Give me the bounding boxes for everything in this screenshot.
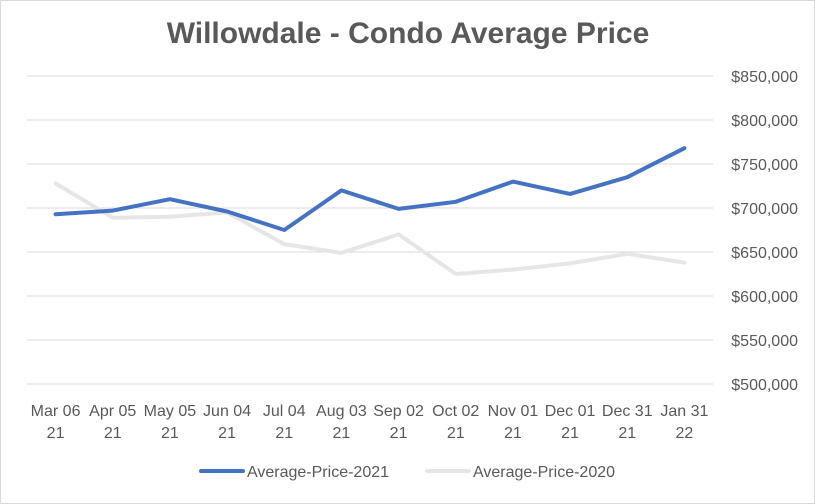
x-tick-label: Mar 06 21 [31, 403, 81, 442]
x-tick-label-line1: Jun 04 [203, 403, 251, 420]
x-tick-label-line2: 21 [333, 425, 351, 442]
x-tick-label-line1: Aug 03 [316, 403, 367, 420]
legend-label: Average-Price-2020 [473, 464, 615, 481]
x-tick-label-line1: Jul 04 [263, 403, 306, 420]
x-tick-label-line2: 21 [504, 425, 522, 442]
legend-label: Average-Price-2021 [247, 464, 389, 481]
x-tick-label-line2: 21 [218, 425, 236, 442]
x-tick-label-line1: May 05 [144, 403, 197, 420]
gridlines [27, 75, 713, 385]
y-tick-label: $500,000 [731, 377, 798, 394]
x-tick-label: Jul 04 21 [263, 403, 306, 442]
x-tick-label: May 05 21 [144, 403, 197, 442]
x-tick-label-line1: Jan 31 [660, 403, 708, 420]
x-tick-label: Jan 31 22 [660, 403, 708, 442]
y-tick-label: $650,000 [731, 245, 798, 262]
y-tick-label: $850,000 [731, 69, 798, 86]
x-tick-label: Nov 01 21 [488, 403, 539, 442]
y-tick-label: $700,000 [731, 201, 798, 218]
x-tick-label-line1: Oct 02 [432, 403, 479, 420]
x-axis-tick-labels: Mar 06 21 Apr 05 21 May 05 21 Jun 04 21 Jul 04 21… [31, 403, 709, 442]
x-tick-label-line2: 21 [561, 425, 579, 442]
x-tick-label: Jun 04 21 [203, 403, 251, 442]
x-tick-label: Apr 05 21 [89, 403, 136, 442]
x-tick-label-line2: 21 [47, 425, 65, 442]
chart-title: Willowdale - Condo Average Price [167, 17, 650, 50]
x-tick-label-line1: Apr 05 [89, 403, 136, 420]
x-tick-label-line1: Sep 02 [373, 403, 424, 420]
x-tick-label: Sep 02 21 [373, 403, 424, 442]
series-line-average-price-2020 [53, 181, 687, 276]
series-lines [53, 146, 687, 276]
x-tick-label-line2: 21 [161, 425, 179, 442]
x-tick-label-line2: 21 [447, 425, 465, 442]
x-tick-label-line2: 21 [390, 425, 408, 442]
x-tick-label-line1: Nov 01 [488, 403, 539, 420]
x-tick-label-line1: Mar 06 [31, 403, 81, 420]
legend: Average-Price-2021 Average-Price-2020 [199, 464, 615, 481]
x-tick-label-line2: 21 [618, 425, 636, 442]
series-line-average-price-2021 [53, 146, 687, 232]
y-axis-tick-labels: $500,000 $550,000 $600,000 $650,000 $700,000… [731, 69, 798, 394]
x-tick-label: Dec 31 21 [602, 403, 653, 442]
y-tick-label: $600,000 [731, 289, 798, 306]
y-tick-label: $550,000 [731, 333, 798, 350]
x-tick-label-line2: 21 [275, 425, 293, 442]
x-tick-label: Aug 03 21 [316, 403, 367, 442]
y-tick-label: $800,000 [731, 113, 798, 130]
y-tick-label: $750,000 [731, 157, 798, 174]
x-tick-label: Dec 01 21 [545, 403, 596, 442]
x-tick-label-line1: Dec 31 [602, 403, 653, 420]
x-tick-label: Oct 02 21 [432, 403, 479, 442]
x-tick-label-line2: 21 [104, 425, 122, 442]
x-tick-label-line1: Dec 01 [545, 403, 596, 420]
x-tick-label-line2: 22 [676, 425, 694, 442]
